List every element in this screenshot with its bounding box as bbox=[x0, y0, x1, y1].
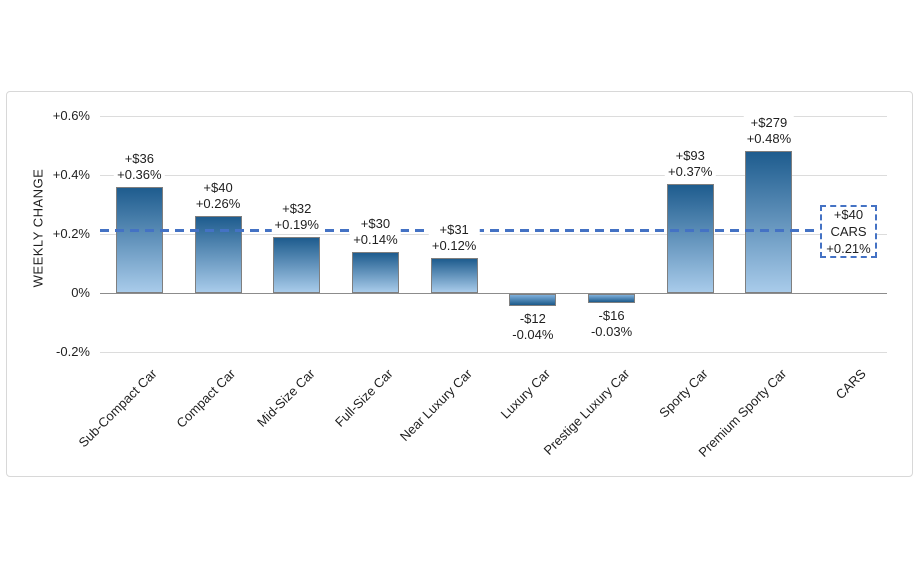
bar-value-label: +$40 +0.26% bbox=[192, 180, 244, 212]
bar-dollar-value: +$30 bbox=[360, 216, 391, 231]
bar-dollar-value: +$279 bbox=[750, 115, 788, 130]
y-gridline bbox=[100, 352, 887, 353]
bar-mid-size-car bbox=[273, 237, 320, 293]
y-tick-label: -0.2% bbox=[56, 344, 90, 359]
x-axis-label: Sporty Car bbox=[656, 366, 711, 421]
y-tick-label: +0.2% bbox=[52, 226, 90, 241]
bar-sporty-car bbox=[667, 184, 714, 293]
x-axis-label: Compact Car bbox=[173, 366, 239, 431]
callout-series-name: CARS bbox=[830, 224, 867, 239]
bar-pct-value: +0.37% bbox=[668, 164, 713, 179]
bar-value-label: -$16 -0.03% bbox=[587, 308, 636, 340]
bar-prestige-luxury-car bbox=[588, 294, 635, 303]
x-axis-label: CARS bbox=[832, 366, 869, 403]
bar-value-label: +$30 +0.14% bbox=[350, 216, 401, 248]
x-axis-label: Prestige Luxury Car bbox=[540, 366, 633, 458]
bar-dollar-value: +$93 bbox=[675, 148, 705, 163]
bar-full-size-car bbox=[352, 252, 399, 293]
bar-premium-sporty-car bbox=[745, 151, 792, 293]
y-gridline bbox=[100, 116, 887, 117]
bar-value-label: +$32 +0.19% bbox=[271, 201, 322, 233]
bar-value-label: +$36 +0.36% bbox=[114, 151, 165, 183]
y-tick-label: +0.4% bbox=[52, 167, 90, 182]
reference-callout-box: +$40 CARS +0.21% bbox=[820, 205, 877, 258]
zero-axis-line bbox=[100, 293, 887, 294]
y-tick-label: +0.6% bbox=[52, 108, 90, 123]
bar-pct-value: +0.48% bbox=[746, 131, 792, 146]
bar-pct-value: -0.03% bbox=[590, 324, 633, 339]
bar-compact-car bbox=[195, 216, 242, 293]
bar-pct-value: -0.04% bbox=[512, 327, 554, 342]
y-gridline bbox=[100, 175, 887, 176]
bar-pct-value: +0.26% bbox=[195, 196, 241, 211]
x-axis-label: Mid-Size Car bbox=[253, 366, 318, 430]
x-axis-label: Full-Size Car bbox=[332, 366, 397, 430]
callout-pct-value: +0.21% bbox=[826, 241, 871, 256]
bar-dollar-value: +$40 bbox=[203, 180, 233, 195]
bar-value-label: +$31 +0.12% bbox=[428, 222, 480, 254]
bar-dollar-value: -$12 bbox=[519, 311, 546, 326]
bar-dollar-value: +$36 bbox=[124, 151, 154, 166]
bar-dollar-value: -$16 bbox=[598, 308, 625, 323]
x-axis-label: Sub-Compact Car bbox=[75, 366, 160, 451]
y-gridline bbox=[100, 234, 887, 235]
bar-dollar-value: +$31 bbox=[439, 222, 469, 237]
bar-pct-value: +0.19% bbox=[274, 217, 319, 232]
bar-dollar-value: +$32 bbox=[282, 201, 312, 216]
bar-pct-value: +0.12% bbox=[431, 238, 477, 253]
bar-pct-value: +0.14% bbox=[353, 232, 398, 247]
bar-sub-compact-car bbox=[116, 187, 163, 293]
callout-dollar-value: +$40 bbox=[833, 207, 864, 222]
x-axis-label: Luxury Car bbox=[497, 366, 554, 422]
bar-value-label: -$12 -0.04% bbox=[509, 311, 557, 343]
x-axis-label: Premium Sporty Car bbox=[695, 366, 790, 460]
x-axis-label: Near Luxury Car bbox=[396, 366, 475, 445]
y-tick-label: 0% bbox=[71, 285, 90, 300]
bar-luxury-car bbox=[509, 294, 556, 306]
bar-pct-value: +0.36% bbox=[117, 167, 162, 182]
bar-value-label: +$279 +0.48% bbox=[743, 115, 795, 147]
bar-near-luxury-car bbox=[431, 258, 478, 293]
bar-value-label: +$93 +0.37% bbox=[665, 148, 716, 180]
